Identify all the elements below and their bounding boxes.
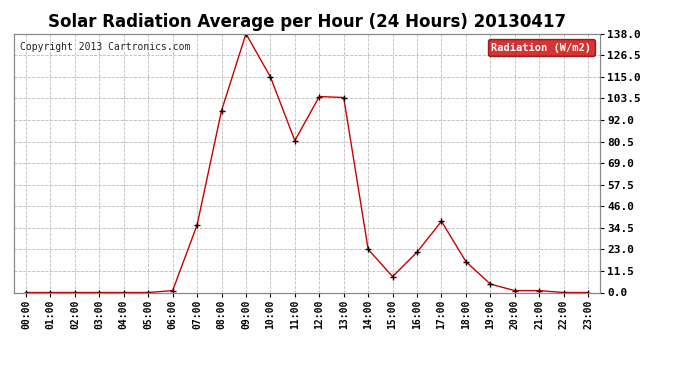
Legend: Radiation (W/m2): Radiation (W/m2) <box>488 39 595 56</box>
Title: Solar Radiation Average per Hour (24 Hours) 20130417: Solar Radiation Average per Hour (24 Hou… <box>48 13 566 31</box>
Text: Copyright 2013 Cartronics.com: Copyright 2013 Cartronics.com <box>19 42 190 51</box>
